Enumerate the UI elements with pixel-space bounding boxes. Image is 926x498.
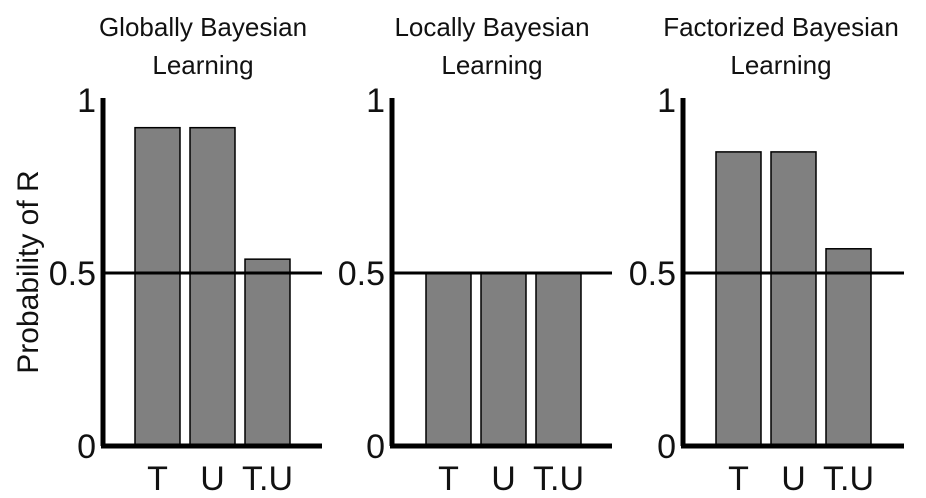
x-tick-label: T.U (823, 460, 874, 498)
bar-u (770, 151, 817, 447)
chart-panel-3: Factorized Bayesian Learning T U T.U 1 0.5 0 (629, 12, 904, 498)
x-tick-label: U (491, 460, 516, 498)
bar-u (480, 272, 527, 447)
y-tick-label: 0.5 (629, 255, 676, 293)
y-tick-label: 0.5 (49, 255, 96, 293)
x-tick-label: T (438, 460, 459, 498)
bar-t (134, 126, 181, 447)
y-tick-label: 1 (657, 82, 676, 120)
chart-title-line: Factorized Bayesian (663, 12, 899, 42)
chart-panel-1: Globally Bayesian Learning T U T.U 1 0.5 0 (49, 12, 322, 498)
chart-title-line: Learning (152, 50, 253, 80)
y-tick-label: 0 (77, 428, 96, 466)
bar-t (715, 151, 762, 447)
x-tick-label: T.U (533, 460, 584, 498)
chart-title-line: Learning (441, 50, 542, 80)
chart-title-line: Globally Bayesian (99, 12, 307, 42)
bar-tu (535, 272, 582, 447)
chart-title-line: Locally Bayesian (394, 12, 589, 42)
x-tick-label: T (728, 460, 749, 498)
x-tick-label: U (781, 460, 806, 498)
y-tick-label: 1 (366, 82, 385, 120)
y-tick-label: 0.5 (338, 255, 385, 293)
y-tick-label: 0 (657, 428, 676, 466)
x-tick-label: T.U (242, 460, 293, 498)
y-tick-label: 0 (366, 428, 385, 466)
x-tick-label: U (200, 460, 225, 498)
chart-panel-2: Locally Bayesian Learning T U T.U 1 0.5 0 (338, 12, 612, 498)
bar-tu (825, 248, 872, 447)
bar-t (425, 272, 472, 447)
x-tick-label: T (147, 460, 168, 498)
bar-u (189, 126, 236, 447)
y-tick-label: 1 (77, 82, 96, 120)
chart-title-line: Learning (730, 50, 831, 80)
bar-tu (244, 258, 291, 447)
y-axis-label: Probability of R (12, 170, 45, 373)
